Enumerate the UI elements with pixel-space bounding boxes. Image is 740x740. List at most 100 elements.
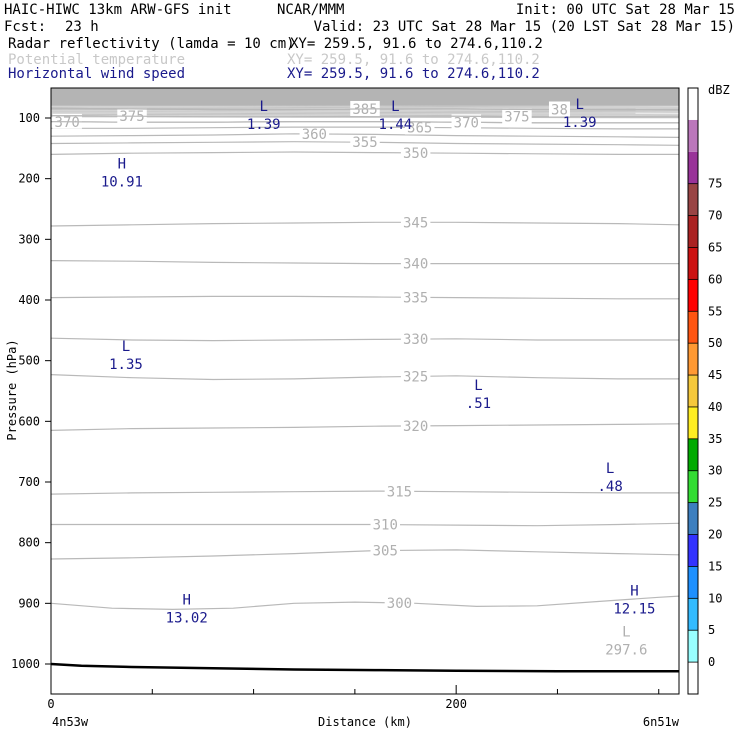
plot-frame: [50, 87, 680, 695]
wind-extrema: L 1.39 L 1.44 L 1.39 H 10.91 L 1.35 L .51 L .48 H 13.02…: [101, 97, 656, 627]
wind-extremum-marker: L: [122, 339, 130, 355]
colorbar-swatch: [688, 598, 698, 631]
theta-label-bg: [400, 417, 431, 433]
colorbar-label: 50: [708, 336, 722, 350]
theta-contour-line: [50, 337, 679, 342]
theta-contour-label: 385: [352, 102, 377, 118]
theta-contour-label: 370: [55, 115, 80, 131]
theta-contour-line: [50, 107, 679, 111]
theta-contour-label: 335: [403, 290, 428, 306]
theta-label-bg: [548, 101, 570, 117]
wind-extremum-value: 10.91: [101, 174, 143, 190]
theta-contour-label: 38: [551, 103, 568, 119]
wind-extremum-value: .48: [597, 479, 622, 495]
theta-contour-label: 360: [302, 127, 327, 143]
field-xy-theta: XY= 259.5, 91.6 to 274.6,110.2: [287, 52, 540, 68]
theta-contour-line: [51, 126, 679, 130]
colorbar-label: 65: [708, 240, 722, 254]
wind-extremum-value: 13.02: [166, 611, 208, 627]
colorbar-swatch: [688, 662, 698, 694]
theta-label-bg: [384, 483, 415, 499]
colorbar-swatch: [688, 438, 698, 471]
colorbar-swatch: [688, 630, 698, 663]
theta-label-bg: [400, 289, 431, 305]
field-xy-wind: XY= 259.5, 91.6 to 274.6,110.2: [287, 66, 540, 82]
field-name-wind: Horizontal wind speed: [8, 66, 185, 82]
theta-label-bg: [404, 119, 435, 135]
y-tick-label: 1000: [11, 657, 40, 671]
x-tick-label: 0: [47, 697, 54, 711]
y-tick-label: 500: [18, 354, 40, 368]
wind-extremum-value: 1.39: [247, 117, 281, 133]
x-endpoint-right: 6n51w: [643, 715, 680, 729]
wind-extremum-value: 12.15: [613, 602, 655, 618]
colorbar-swatch: [688, 88, 698, 120]
model-title: HAIC-HIWC 13km ARW-GFS init: [4, 2, 232, 18]
colorbar-swatch: [688, 119, 698, 152]
colorbar-swatch: [688, 183, 698, 216]
theta-contour-label: 305: [373, 543, 398, 559]
theta-label-bg: [370, 542, 401, 558]
theta-contour-line: [50, 221, 680, 227]
colorbar-swatch: [688, 502, 698, 535]
theta-contours: L 297.6 300 305 310 315 320 325 330 335 340 345 350 3…: [50, 88, 680, 659]
theta-contour-label: 320: [403, 419, 428, 435]
colorbar-swatch: [688, 215, 698, 248]
colorbar-swatch: [688, 311, 698, 344]
theta-contour-line: [50, 151, 679, 155]
colorbar-label: 55: [708, 304, 722, 318]
init-time: Init: 00 UTC Sat 28 Mar 15: [516, 2, 735, 18]
theta-contour-label: 315: [387, 484, 412, 500]
colorbar-frame: [687, 87, 699, 695]
colorbar-label: 15: [708, 559, 722, 573]
y-tick-label: 900: [18, 596, 40, 610]
colorbar-label: 75: [708, 177, 722, 191]
terrain-surface-line: [50, 662, 679, 673]
theta-contour-line: [51, 522, 680, 527]
fcst-label: Fcst:: [4, 19, 46, 35]
theta-contour-line: [50, 423, 680, 431]
colorbar-swatch: [688, 470, 698, 503]
y-tick-label: 400: [18, 293, 40, 307]
theta-contour-line: [50, 374, 679, 381]
theta-contour-label: 350: [403, 146, 428, 162]
colorbar-swatch: [688, 279, 698, 312]
colorbar-title: dBZ: [708, 83, 730, 97]
theta-contour-label: 375: [119, 109, 144, 125]
field-name-reflectivity: Radar reflectivity (lamda = 10 cm): [8, 36, 295, 52]
wind-extremum-value: 1.35: [109, 357, 143, 373]
colorbar-swatch: [688, 151, 698, 184]
wind-extremum-marker: L: [259, 99, 267, 115]
x-axis: 0 200: [47, 685, 660, 711]
colorbar-swatch: [688, 534, 698, 567]
theta-contour-label: 310: [373, 518, 398, 534]
colorbar-label: 60: [708, 272, 722, 286]
y-axis: 100 200 300 400 500 600 700 800 900 1000: [11, 111, 51, 671]
theta-contour-line: [50, 120, 679, 124]
wind-extremum-marker: H: [630, 584, 638, 600]
theta-label-bg: [502, 108, 532, 124]
theta-contour-label: 355: [352, 135, 377, 151]
colorbar-label: 40: [708, 400, 722, 414]
y-tick-label: 800: [18, 536, 40, 550]
colorbar-swatch: [688, 566, 698, 599]
theta-contour-line: [50, 549, 680, 560]
valid-time: Valid: 23 UTC Sat 28 Mar 15 (20 LST Sat …: [314, 19, 735, 35]
colorbar: dBZ 0 5 10 15 20 25 30 35 40 45 50 55 60 65 70 75: [687, 83, 730, 695]
wind-extremum-marker: L: [391, 99, 399, 115]
wind-extremum-marker: L: [576, 97, 584, 113]
y-tick-label: 200: [18, 172, 40, 186]
header: HAIC-HIWC 13km ARW-GFS init NCAR/MMM Ini…: [4, 2, 735, 82]
fcst-value: 23 h: [65, 19, 99, 35]
theta-label-bg: [299, 125, 330, 141]
theta-label-bg: [350, 134, 380, 150]
theta-contour-line: [50, 260, 679, 265]
wind-extremum-value: .51: [466, 396, 491, 412]
colorbar-swatch: [688, 343, 698, 376]
wind-extremum-value: 1.39: [563, 115, 597, 131]
colorbar-label: 5: [708, 623, 715, 637]
wind-extremum-marker: L: [474, 378, 482, 394]
colorbar-label: 30: [708, 464, 722, 478]
theta-contour-line: [50, 295, 679, 300]
